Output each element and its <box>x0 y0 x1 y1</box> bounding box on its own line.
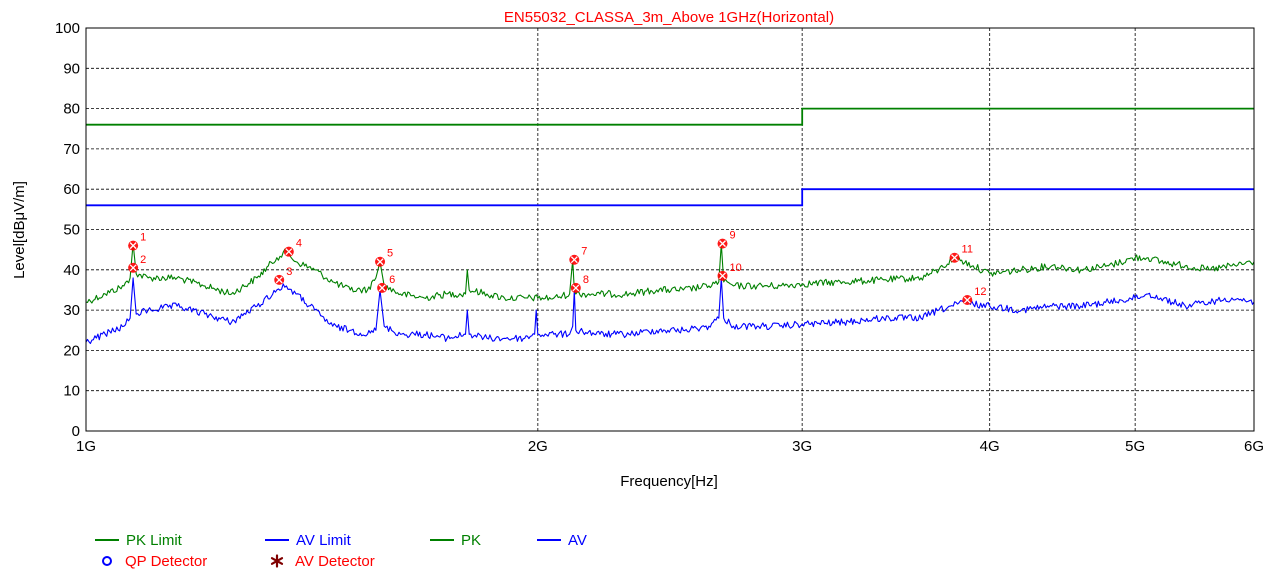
peak-marker-11 <box>949 252 960 263</box>
legend-row-lines: PK Limit AV Limit PK AV <box>95 530 795 551</box>
series-pk <box>85 243 1255 304</box>
chart-title: EN55032_CLASSA_3m_Above 1GHz(Horizontal) <box>504 9 834 26</box>
legend-item-pk-limit: PK Limit <box>95 530 182 550</box>
limit-line-av <box>86 188 1254 207</box>
peak-marker-label: 7 <box>581 246 587 258</box>
legend-label-qp-detector: QP Detector <box>125 552 208 570</box>
peak-marker-8 <box>570 282 581 293</box>
peak-marker-12 <box>962 295 973 306</box>
legend-swatch-av <box>537 539 561 541</box>
limit-lines <box>86 107 1254 207</box>
x-axis-title: Frequency[Hz] <box>620 473 718 490</box>
peak-marker-label: 12 <box>974 286 986 298</box>
x-tick-label: 6G <box>1244 438 1264 455</box>
y-tick-label: 100 <box>55 20 80 37</box>
peak-marker-5 <box>375 256 386 267</box>
y-tick-label: 80 <box>63 101 80 118</box>
y-tick-label: 50 <box>63 222 80 239</box>
y-tick-label: 90 <box>63 60 80 77</box>
star-icon <box>265 551 289 571</box>
legend-item-av: AV <box>537 530 587 550</box>
peak-marker-4 <box>283 246 294 257</box>
peak-marker-label: 4 <box>296 238 302 250</box>
y-tick-labels: 0 10 20 30 40 50 60 70 80 90 100 <box>55 20 80 440</box>
peak-marker-label: 5 <box>387 248 393 260</box>
y-tick-label: 60 <box>63 181 80 198</box>
peak-marker-label: 2 <box>140 254 146 266</box>
peak-marker-10 <box>717 270 728 281</box>
series-av <box>85 277 1255 345</box>
legend-label-av-detector: AV Detector <box>295 552 375 570</box>
legend-swatch-pk <box>430 539 454 541</box>
legend-label-av-limit: AV Limit <box>296 531 351 549</box>
y-tick-label: 30 <box>63 302 80 319</box>
legend-swatch-pk-limit <box>95 539 119 541</box>
legend-label-pk-limit: PK Limit <box>126 531 182 549</box>
plot-frame <box>85 27 1255 432</box>
legend-label-pk: PK <box>461 531 482 549</box>
legend-swatch-av-limit <box>265 539 289 541</box>
x-tick-label: 2G <box>528 438 548 455</box>
legend-item-pk: PK <box>430 530 481 550</box>
peak-marker-9 <box>717 238 728 249</box>
peak-marker-7 <box>569 254 580 265</box>
circle-icon <box>95 551 119 571</box>
x-tick-label: 4G <box>980 438 1000 455</box>
peak-marker-label: 3 <box>286 266 292 278</box>
data-series <box>85 243 1255 345</box>
peak-marker-label: 1 <box>140 232 146 244</box>
legend-item-av-detector: AV Detector <box>265 551 375 571</box>
peak-marker-2 <box>128 262 139 273</box>
peak-marker-3 <box>274 274 285 285</box>
legend-item-qp-detector: QP Detector <box>95 551 207 571</box>
peak-marker-label: 10 <box>730 262 742 274</box>
y-tick-label: 70 <box>63 141 80 158</box>
limit-line-pk <box>86 107 1254 126</box>
peak-marker-6 <box>377 282 388 293</box>
x-tick-labels: 1G 2G 3G 4G 5G 6G <box>76 438 1264 455</box>
x-tick-label: 1G <box>76 438 96 455</box>
peak-marker-label: 11 <box>962 244 973 256</box>
peak-marker-1 <box>128 240 139 251</box>
x-tick-label: 5G <box>1125 438 1145 455</box>
y-tick-label: 0 <box>72 423 80 440</box>
y-tick-label: 20 <box>63 342 80 359</box>
x-tick-label: 3G <box>792 438 812 455</box>
y-tick-label: 10 <box>63 383 80 400</box>
legend-label-av: AV <box>568 531 587 549</box>
grid <box>86 28 1254 431</box>
legend-item-av-limit: AV Limit <box>265 530 351 550</box>
legend-row-detectors: QP Detector AV Detector <box>95 551 795 572</box>
legend: PK Limit AV Limit PK AV QP Detector <box>95 530 795 574</box>
peak-marker-label: 6 <box>389 274 395 286</box>
y-axis-title: Level[dBμV/m] <box>11 181 28 279</box>
y-tick-label: 40 <box>63 262 80 279</box>
peak-marker-label: 9 <box>730 230 736 242</box>
peak-marker-label: 8 <box>583 274 589 286</box>
